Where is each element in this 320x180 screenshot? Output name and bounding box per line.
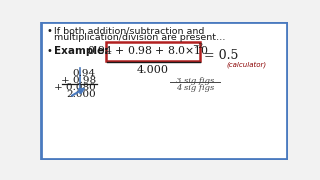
Text: 4.000: 4.000 — [137, 66, 169, 75]
Text: •: • — [46, 46, 52, 56]
Text: 0.94: 0.94 — [73, 69, 96, 78]
FancyBboxPatch shape — [41, 22, 287, 159]
Text: •: • — [46, 26, 52, 36]
Text: = 0.5: = 0.5 — [204, 49, 239, 62]
Text: Example:: Example: — [54, 46, 108, 56]
Text: −2: −2 — [192, 42, 203, 50]
Text: multiplication/division are present…: multiplication/division are present… — [54, 33, 226, 42]
Text: + 0.080: + 0.080 — [54, 83, 96, 92]
Text: 4 sig figs: 4 sig figs — [176, 84, 214, 92]
Text: 2.000: 2.000 — [66, 90, 96, 99]
FancyBboxPatch shape — [106, 42, 200, 61]
Text: 0.94 + 0.98 + 8.0$\times$10: 0.94 + 0.98 + 8.0$\times$10 — [87, 44, 210, 57]
Text: (calculator): (calculator) — [226, 62, 266, 68]
Text: 3 sig figs: 3 sig figs — [176, 77, 214, 85]
Text: + 0.98: + 0.98 — [61, 76, 96, 85]
Text: If both addition/subtraction and: If both addition/subtraction and — [54, 26, 204, 35]
